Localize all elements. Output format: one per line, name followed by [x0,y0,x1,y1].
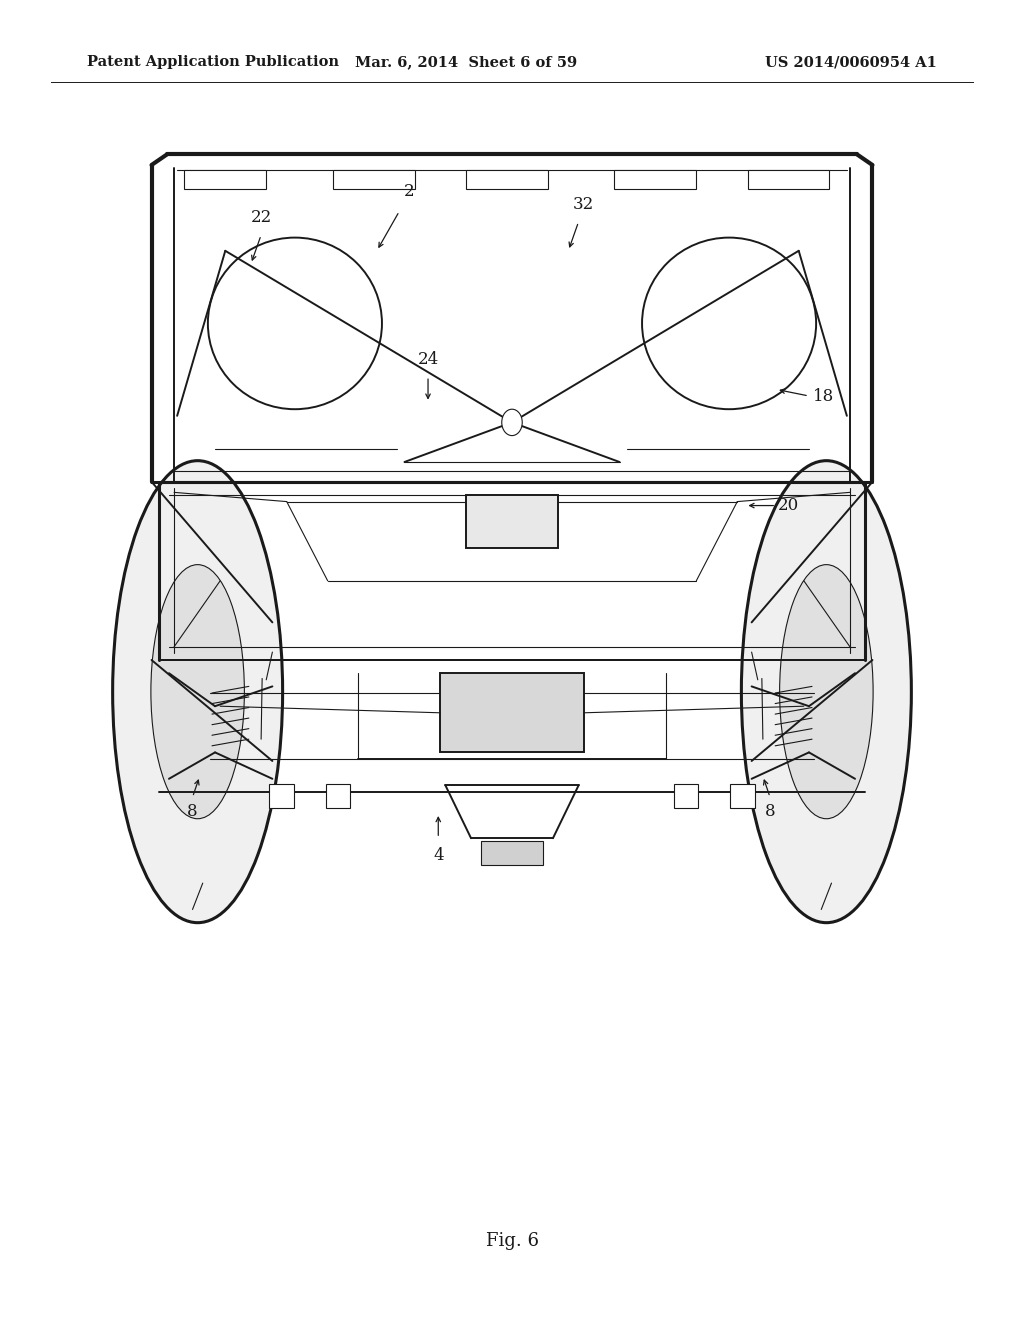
Bar [440,673,584,752]
Text: US 2014/0060954 A1: US 2014/0060954 A1 [765,55,937,69]
Text: 4: 4 [433,847,443,863]
Ellipse shape [502,409,522,436]
Text: Fig. 6: Fig. 6 [485,1232,539,1250]
Ellipse shape [208,238,382,409]
Text: 20: 20 [778,498,799,513]
Ellipse shape [151,565,245,818]
Ellipse shape [779,565,873,818]
Ellipse shape [741,461,911,923]
Text: 32: 32 [573,197,594,213]
Text: Mar. 6, 2014  Sheet 6 of 59: Mar. 6, 2014 Sheet 6 of 59 [355,55,577,69]
Bar [730,784,755,808]
Bar [466,495,558,548]
Bar [326,784,350,808]
Ellipse shape [642,238,816,409]
Text: 8: 8 [765,804,775,820]
Bar [466,170,548,189]
Text: 8: 8 [187,804,198,820]
Bar [269,784,294,808]
Text: 18: 18 [813,388,834,404]
Bar [333,170,415,189]
Bar [674,784,698,808]
Bar [481,841,543,865]
Text: Patent Application Publication: Patent Application Publication [87,55,339,69]
Text: 24: 24 [418,351,438,367]
Text: 2: 2 [404,183,415,199]
Ellipse shape [113,461,283,923]
Bar [184,170,266,189]
Text: 22: 22 [251,210,271,226]
Bar [614,170,696,189]
Bar [748,170,829,189]
